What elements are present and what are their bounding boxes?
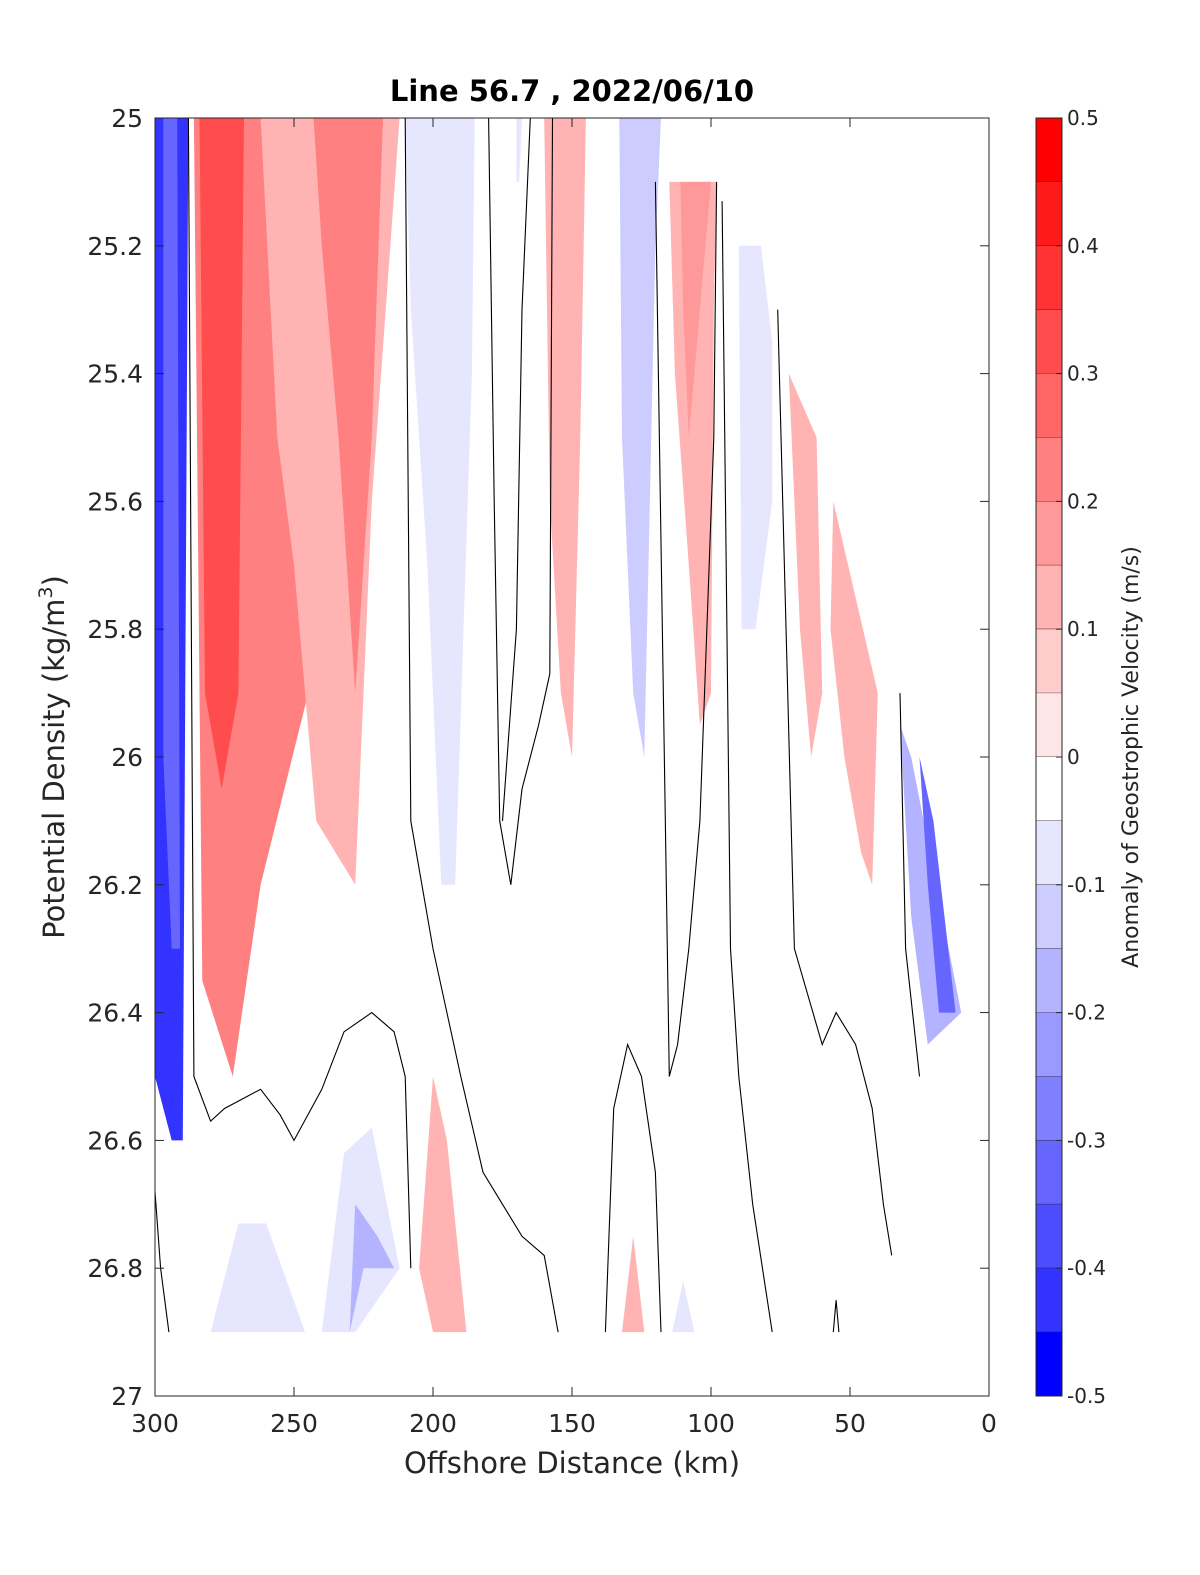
velocity-region bbox=[680, 181, 711, 438]
x-tick-label: 150 bbox=[548, 1409, 596, 1438]
y-tick-label: 25.2 bbox=[87, 232, 143, 261]
colorbar-band bbox=[1036, 1204, 1062, 1269]
velocity-region bbox=[516, 118, 522, 182]
x-tick-label: 50 bbox=[834, 1409, 866, 1438]
y-tick-label: 27 bbox=[111, 1382, 143, 1411]
colorbar-band bbox=[1036, 373, 1062, 438]
velocity-region bbox=[544, 118, 586, 757]
velocity-region bbox=[669, 181, 717, 725]
x-tick-label: 200 bbox=[409, 1409, 457, 1438]
colorbar-tick-label: 0 bbox=[1067, 745, 1080, 769]
velocity-region bbox=[919, 757, 956, 1013]
y-tick-label: 26 bbox=[111, 743, 143, 772]
colorbar-tick-label: -0.5 bbox=[1067, 1384, 1106, 1408]
y-tick-label: 26.6 bbox=[87, 1126, 143, 1155]
colorbar-tick-label: 0.1 bbox=[1067, 617, 1099, 641]
velocity-filled-contours bbox=[155, 118, 962, 1333]
colorbar-tick-label: 0.3 bbox=[1067, 362, 1099, 386]
zero-contour-line bbox=[654, 181, 718, 1077]
velocity-region bbox=[622, 1236, 645, 1333]
velocity-region bbox=[199, 118, 244, 789]
zero-contour-line bbox=[187, 118, 412, 1269]
zero-contour-line bbox=[832, 1300, 840, 1333]
colorbar-band bbox=[1036, 820, 1062, 886]
zero-contour-line bbox=[721, 201, 773, 1333]
colorbar-tick-label: -0.4 bbox=[1067, 1256, 1106, 1280]
x-tick-label: 300 bbox=[131, 1409, 179, 1438]
x-tick-label: 100 bbox=[687, 1409, 735, 1438]
colorbar-tick-label: 0.4 bbox=[1067, 234, 1099, 258]
colorbar-band bbox=[1036, 181, 1062, 247]
velocity-region bbox=[349, 1204, 395, 1333]
colorbar-tick-label: -0.3 bbox=[1067, 1128, 1106, 1152]
plot-area: 300 250 200 150 100 50 0 2525.225.425.625.8262… bbox=[87, 104, 997, 1438]
x-axis-label: Offshore Distance (km) bbox=[404, 1446, 740, 1480]
velocity-region bbox=[313, 118, 383, 694]
colorbar-band bbox=[1036, 948, 1062, 1014]
colorbar-band bbox=[1036, 245, 1062, 311]
y-tick-label: 26.2 bbox=[87, 871, 143, 900]
colorbar-band bbox=[1036, 884, 1062, 950]
x-tick-label: 0 bbox=[981, 1409, 997, 1438]
colorbar-tick-label: 0.2 bbox=[1067, 489, 1099, 513]
velocity-region bbox=[619, 118, 661, 757]
colorbar: 0.5 0.4 0.3 0.2 0.1 0 -0.1 -0.2 -0.3 -0.4 -0.5 bbox=[1035, 106, 1106, 1408]
velocity-region bbox=[738, 245, 773, 630]
velocity-region bbox=[210, 1223, 306, 1333]
colorbar-band bbox=[1036, 1140, 1062, 1205]
velocity-region bbox=[788, 373, 823, 757]
y-axis-label-suffix: ) bbox=[37, 575, 71, 586]
y-axis-label: Potential Density (kg/m3) bbox=[35, 575, 71, 939]
y-axis-label-superscript: 3 bbox=[35, 586, 57, 598]
zero-contour-line bbox=[404, 118, 559, 1333]
y-tick-label: 26.8 bbox=[87, 1254, 143, 1283]
colorbar-band bbox=[1036, 757, 1062, 822]
colorbar-band bbox=[1036, 1332, 1062, 1397]
zero-contour-line bbox=[777, 309, 893, 1256]
colorbar-tick-label: -0.2 bbox=[1067, 1001, 1106, 1025]
zero-contour-lines bbox=[155, 118, 921, 1333]
colorbar-label: Anomaly of Geostrophic Velocity (m/s) bbox=[1119, 546, 1144, 968]
colorbar-band bbox=[1036, 1012, 1062, 1077]
x-tick-label: 250 bbox=[270, 1409, 318, 1438]
colorbar-band bbox=[1036, 693, 1062, 758]
colorbar-band bbox=[1036, 1268, 1062, 1333]
y-tick-label: 26.4 bbox=[87, 999, 143, 1028]
colorbar-band bbox=[1036, 118, 1062, 183]
y-axis-label-main: Potential Density (kg/m bbox=[37, 599, 71, 939]
colorbar-band bbox=[1036, 565, 1062, 630]
colorbar-band bbox=[1036, 1076, 1062, 1141]
colorbar-bands bbox=[1036, 118, 1062, 1397]
velocity-region bbox=[672, 1281, 695, 1333]
x-axis-ticks: 300 250 200 150 100 50 0 bbox=[131, 118, 997, 1438]
velocity-region bbox=[830, 501, 878, 885]
colorbar-band bbox=[1036, 629, 1062, 694]
colorbar-tick-label: 0.5 bbox=[1067, 106, 1099, 130]
colorbar-band bbox=[1036, 437, 1062, 502]
y-axis-ticks: 25 25.2 25.4 25.6 25.8 26 26.2 26.4 26.6 26.8 27 bbox=[87, 104, 989, 1411]
zero-contour-line bbox=[604, 1042, 662, 1333]
y-tick-label: 25.6 bbox=[87, 487, 143, 516]
y-tick-label: 25.4 bbox=[87, 360, 143, 389]
colorbar-tick-label: -0.1 bbox=[1067, 873, 1106, 897]
velocity-region bbox=[405, 118, 475, 885]
chart-title: Line 56.7 , 2022/06/10 bbox=[390, 74, 754, 108]
y-tick-label: 25 bbox=[111, 104, 143, 133]
colorbar-ticks: 0.5 0.4 0.3 0.2 0.1 0 -0.1 -0.2 -0.3 -0.4 -0.5 bbox=[1056, 106, 1106, 1408]
colorbar-band bbox=[1036, 309, 1062, 375]
zero-contour-line bbox=[488, 118, 554, 885]
y-tick-label: 25.8 bbox=[87, 615, 143, 644]
velocity-region bbox=[163, 118, 180, 949]
velocity-region bbox=[419, 1076, 467, 1333]
zero-contour-line bbox=[899, 693, 921, 1077]
colorbar-band bbox=[1036, 501, 1062, 566]
